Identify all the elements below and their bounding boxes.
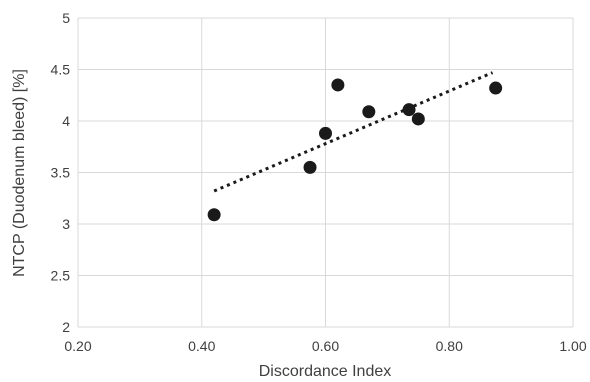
y-tick-label: 2.5 <box>51 268 71 284</box>
x-axis-title: Discordance Index <box>259 363 392 380</box>
data-point <box>489 81 503 95</box>
data-point <box>319 126 332 140</box>
x-tick-label: 0.40 <box>188 338 215 354</box>
y-axis-title: NTCP (Duodenum bleed) [%] <box>11 69 28 277</box>
y-tick-label: 3.5 <box>51 165 71 181</box>
data-point <box>207 208 221 222</box>
trendline-layer <box>213 71 494 193</box>
y-tick-label: 4.5 <box>51 62 71 78</box>
points-layer <box>207 78 503 222</box>
tick-labels: 0.20 0.40 0.60 0.80 1.00 2 2.5 3 3.5 4 4.5 5 <box>51 10 587 354</box>
x-tick-label: 0.60 <box>312 338 339 354</box>
y-tick-label: 5 <box>62 10 70 26</box>
data-point <box>331 78 345 92</box>
data-point <box>303 160 317 174</box>
x-tick-label: 0.80 <box>436 338 463 354</box>
data-point <box>402 103 416 117</box>
y-tick-label: 4 <box>62 113 70 129</box>
grid-layer <box>77 17 574 328</box>
data-point <box>411 112 425 126</box>
y-tick-label: 2 <box>62 319 70 335</box>
y-tick-label: 3 <box>62 216 70 232</box>
data-point <box>362 105 376 119</box>
trendline <box>213 71 494 193</box>
x-tick-label: 0.20 <box>64 338 91 354</box>
x-tick-label: 1.00 <box>559 338 586 354</box>
